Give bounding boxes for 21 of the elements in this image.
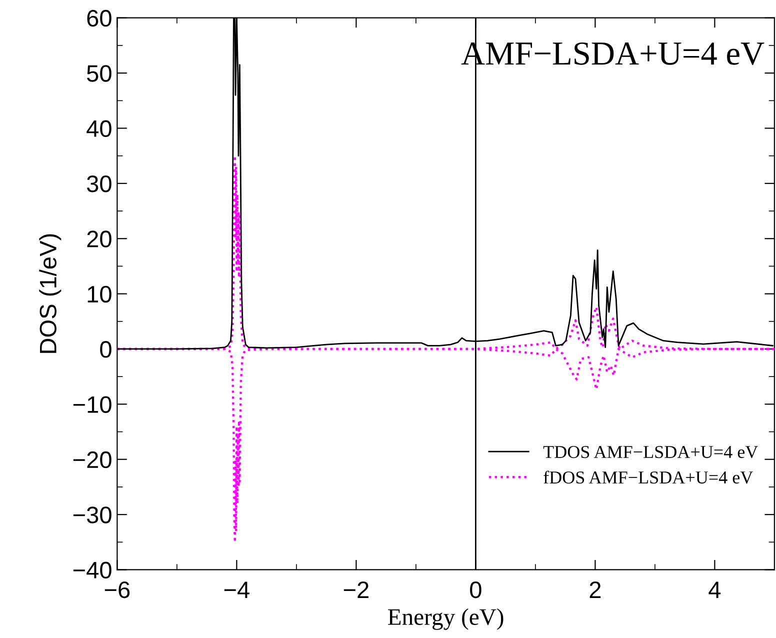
x-tick-label: −4 xyxy=(224,582,250,598)
y-tick-label: −40 xyxy=(73,562,112,579)
legend-label: TDOS AMF−LSDA+U=4 eV xyxy=(543,446,758,458)
y-tick-label: −10 xyxy=(73,396,112,413)
x-tick-label: 2 xyxy=(590,581,601,598)
x-tick-label: 4 xyxy=(708,582,721,598)
x-tick-label: 0 xyxy=(470,581,482,598)
y-tick-label: 10 xyxy=(88,286,112,303)
y-tick-label: 20 xyxy=(87,230,112,248)
legend-label: fDOS AMF−LSDA+U=4 eV xyxy=(544,470,753,484)
y-axis-title: DOS (1/eV) xyxy=(39,234,62,353)
x-axis-title: Energy (eV) xyxy=(388,608,504,630)
y-tick-label: 40 xyxy=(86,120,112,138)
y-tick-label: 60 xyxy=(87,10,112,27)
y-tick-label: 50 xyxy=(87,65,112,82)
y-tick-label: −20 xyxy=(73,451,112,468)
x-tick-label: −6 xyxy=(104,581,130,598)
x-tick-label: −2 xyxy=(344,581,368,598)
y-tick-label: −30 xyxy=(73,506,112,524)
y-tick-label: 0 xyxy=(100,341,112,358)
y-tick-label: 30 xyxy=(86,175,112,192)
